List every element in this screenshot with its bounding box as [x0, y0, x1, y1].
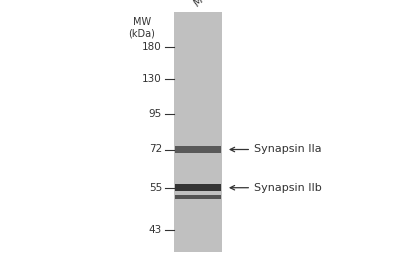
- Text: 95: 95: [149, 109, 162, 119]
- Bar: [175, 195, 221, 199]
- Bar: [174, 12, 222, 252]
- Text: 130: 130: [142, 74, 162, 84]
- Text: Mouse brain: Mouse brain: [193, 0, 245, 8]
- Bar: [175, 146, 221, 153]
- Text: 43: 43: [149, 225, 162, 235]
- Text: 72: 72: [149, 145, 162, 154]
- Bar: [175, 184, 221, 191]
- Text: Synapsin IIa: Synapsin IIa: [230, 145, 322, 154]
- Text: MW
(kDa): MW (kDa): [128, 17, 156, 38]
- Text: Synapsin IIb: Synapsin IIb: [230, 183, 322, 193]
- Text: 180: 180: [142, 42, 162, 52]
- Text: 55: 55: [149, 183, 162, 193]
